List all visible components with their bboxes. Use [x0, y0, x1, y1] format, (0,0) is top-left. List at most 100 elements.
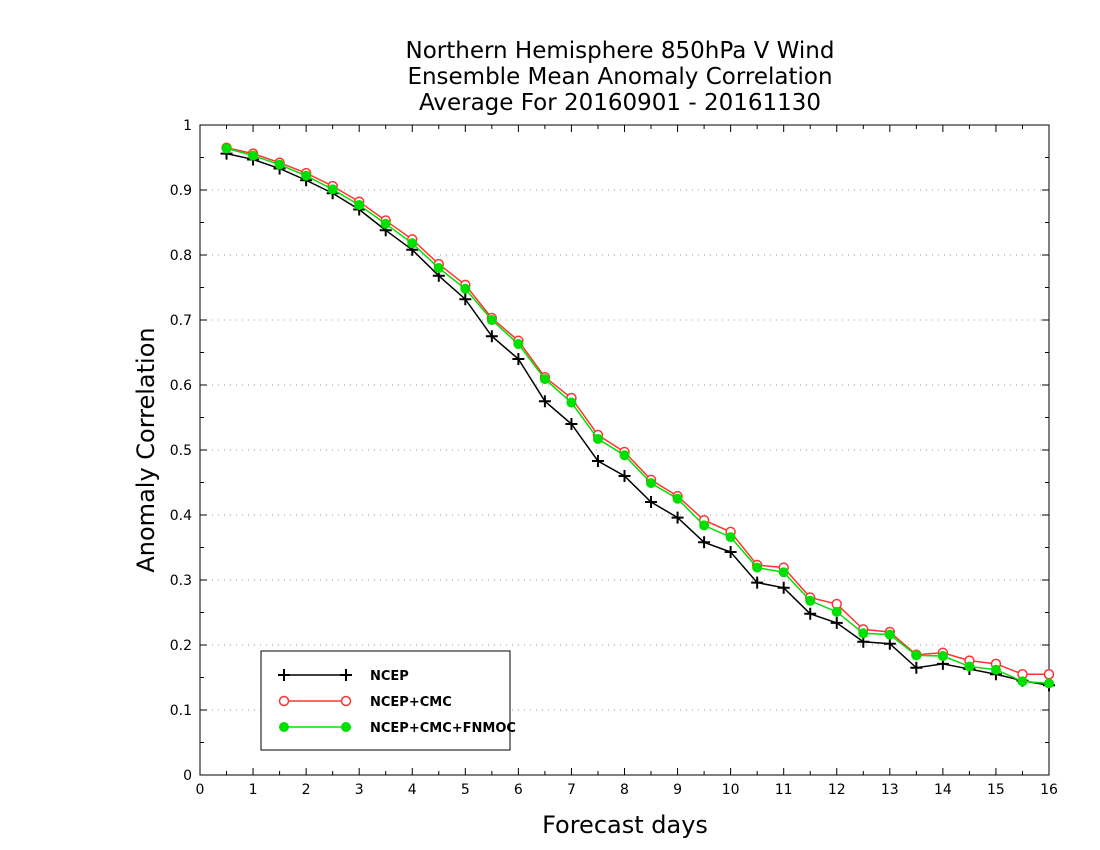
- y-tick-label: 1: [183, 118, 192, 134]
- data-point: [964, 661, 975, 672]
- plus-marker: [724, 546, 737, 559]
- x-axis: 0 1 2 3 4 5 6 7 8 9 10 11 12 13 14 15 16: [196, 125, 1058, 798]
- y-axis: 0 0.1 0.2 0.3 0.4 0.5 0.6 0.7 0.8 0.9 1: [170, 118, 1049, 784]
- x-tick-label: 7: [567, 782, 576, 798]
- x-tick-label: 12: [828, 782, 846, 798]
- filled-circle-marker: [778, 567, 789, 578]
- x-tick-label: 2: [302, 782, 311, 798]
- filled-circle-marker: [646, 478, 657, 489]
- y-tick-label: 0.7: [170, 313, 192, 329]
- plus-marker: [340, 669, 352, 681]
- filled-circle-marker: [341, 722, 351, 732]
- chart-title-line-2: Ensemble Mean Anomaly Correlation: [407, 64, 832, 90]
- filled-circle-marker: [884, 629, 895, 640]
- filled-circle-marker: [460, 283, 471, 294]
- filled-circle-marker: [619, 450, 630, 461]
- filled-circle-marker: [513, 339, 524, 350]
- plus-marker: [698, 536, 711, 549]
- plus-marker: [459, 293, 472, 306]
- data-point: [1044, 678, 1054, 689]
- data-point: [354, 199, 365, 210]
- data-point: [592, 433, 603, 444]
- data-point: [805, 595, 816, 606]
- legend-item: NCEP: [278, 669, 409, 684]
- y-tick-label: 0.1: [170, 703, 192, 719]
- data-point: [911, 650, 922, 661]
- data-point: [274, 159, 285, 170]
- plus-marker: [671, 511, 684, 524]
- filled-circle-marker: [805, 595, 816, 606]
- open-circle-marker: [1043, 669, 1055, 680]
- data-point: [591, 455, 604, 468]
- series-ncep-cmc-fnmoc: [221, 143, 1054, 689]
- x-tick-label: 13: [881, 782, 899, 798]
- legend-label: NCEP: [370, 669, 409, 684]
- filled-circle-marker: [433, 263, 444, 273]
- open-circle-marker: [278, 695, 290, 707]
- data-point: [752, 562, 763, 573]
- plus-marker: [777, 581, 790, 594]
- x-tick-label: 0: [196, 782, 205, 798]
- data-point: [724, 546, 737, 559]
- filled-circle-marker: [301, 170, 312, 181]
- filled-circle-marker: [354, 199, 365, 210]
- plus-marker: [512, 353, 525, 365]
- filled-circle-marker: [752, 562, 763, 573]
- filled-circle-marker: [831, 606, 842, 617]
- plus-marker: [804, 607, 817, 620]
- plus-marker: [645, 496, 658, 508]
- data-point: [777, 581, 790, 594]
- series-line: [226, 147, 1049, 675]
- filled-circle-marker: [1044, 678, 1054, 689]
- series-ncep-cmc: [221, 142, 1055, 680]
- filled-circle-marker: [592, 433, 603, 444]
- x-tick-label: 8: [620, 782, 629, 798]
- x-tick-label: 16: [1040, 782, 1058, 798]
- y-tick-label: 0.4: [170, 508, 192, 524]
- plus-marker: [538, 395, 551, 408]
- data-point: [327, 184, 338, 195]
- chart-title: Northern Hemisphere 850hPa V WindEnsembl…: [406, 38, 835, 116]
- data-point: [539, 374, 550, 385]
- filled-circle-marker: [699, 520, 710, 531]
- filled-circle-marker: [221, 143, 232, 154]
- filled-circle-marker: [539, 374, 550, 385]
- data-point: [512, 353, 525, 365]
- data-point: [751, 576, 764, 589]
- y-tick-label: 0.3: [170, 573, 192, 589]
- x-axis-label: Forecast days: [542, 811, 708, 839]
- data-point: [566, 397, 577, 408]
- x-tick-label: 6: [514, 782, 523, 798]
- x-tick-label: 9: [673, 782, 682, 798]
- x-tick-label: 11: [775, 782, 793, 798]
- series-line: [226, 152, 1050, 687]
- data-point: [883, 637, 896, 650]
- x-tick-label: 4: [408, 782, 417, 798]
- data-point: [1043, 669, 1055, 680]
- legend-item: NCEP+CMC+FNMOC: [279, 721, 516, 736]
- y-tick-label: 0: [183, 768, 192, 784]
- data-point: [618, 470, 631, 482]
- legend-label: NCEP+CMC+FNMOC: [370, 721, 516, 736]
- plus-marker: [830, 616, 843, 629]
- x-tick-label: 10: [722, 782, 740, 798]
- filled-circle-marker: [566, 397, 577, 408]
- data-point: [513, 339, 524, 350]
- filled-circle-marker: [486, 315, 497, 325]
- legend: NCEP NCEP+CMC NCEP+CMC+FNMOC: [260, 650, 516, 751]
- data-point: [698, 536, 711, 549]
- data-point: [830, 616, 843, 629]
- data-point: [486, 315, 497, 325]
- data-point: [619, 450, 630, 461]
- data-point: [221, 143, 232, 154]
- plus-marker: [278, 669, 290, 681]
- legend-item: NCEP+CMC: [278, 695, 452, 710]
- filled-circle-marker: [327, 184, 338, 195]
- x-tick-label: 1: [249, 782, 258, 798]
- plus-marker: [565, 418, 578, 430]
- x-tick-label: 15: [987, 782, 1005, 798]
- filled-circle-marker: [407, 238, 418, 249]
- data-point: [884, 629, 895, 640]
- data-point: [459, 293, 472, 306]
- data-point: [645, 496, 658, 508]
